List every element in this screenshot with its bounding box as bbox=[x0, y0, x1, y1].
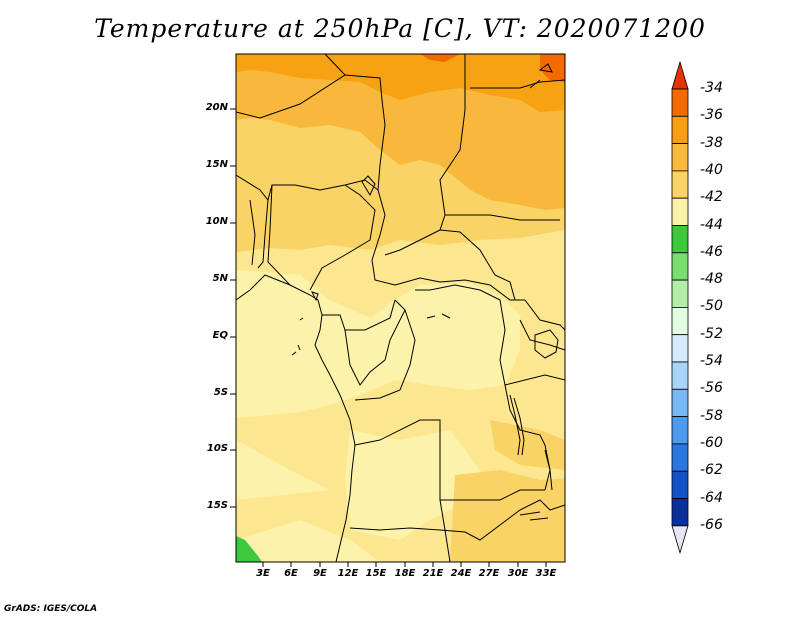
country-borders bbox=[236, 54, 565, 562]
colorbar-swatch bbox=[671, 334, 689, 363]
colorbar-swatch bbox=[671, 361, 689, 390]
colorbar-bottom-arrow bbox=[671, 525, 689, 555]
colorbar-label: -66 bbox=[700, 516, 723, 533]
colorbar-label: -62 bbox=[700, 462, 723, 479]
lat-label: EQ bbox=[212, 330, 228, 341]
lon-label: 3E bbox=[256, 568, 270, 579]
field-minus-34 bbox=[420, 54, 565, 82]
lon-label: 9E bbox=[313, 568, 327, 579]
lat-label: 5S bbox=[213, 387, 228, 398]
colorbar-swatch bbox=[671, 197, 689, 226]
lon-label: 15E bbox=[365, 568, 387, 579]
colorbar-swatch bbox=[671, 88, 689, 117]
lon-label: 6E bbox=[284, 568, 298, 579]
lon-label: 33E bbox=[535, 568, 557, 579]
axis-ticks bbox=[230, 108, 547, 567]
colorbar-swatch bbox=[671, 470, 689, 499]
lon-label: 12E bbox=[337, 568, 359, 579]
colorbar-swatch bbox=[671, 115, 689, 145]
colorbar-swatch bbox=[671, 498, 689, 527]
field-minus-36 bbox=[236, 54, 565, 112]
lon-label: 18E bbox=[394, 568, 416, 579]
colorbar-label: -64 bbox=[700, 489, 723, 506]
colorbar-swatch bbox=[671, 388, 689, 417]
colorbar-label: -56 bbox=[700, 380, 723, 397]
lat-label: 10S bbox=[206, 443, 228, 454]
lat-label: 20N bbox=[205, 102, 228, 113]
lat-label: 15N bbox=[205, 159, 228, 170]
colorbar-label: -36 bbox=[700, 107, 723, 124]
colorbar-swatch bbox=[671, 279, 689, 308]
colorbar-label: -46 bbox=[700, 243, 723, 260]
field-minus-44 bbox=[236, 270, 520, 562]
lat-label: 5N bbox=[212, 273, 228, 284]
colorbar-swatch bbox=[671, 306, 689, 336]
map-title: Temperature at 250hPa [C], VT: 202007120… bbox=[94, 14, 706, 43]
field-minus-46 bbox=[236, 536, 262, 562]
lat-label: 15S bbox=[206, 500, 228, 511]
colorbar-label: -38 bbox=[700, 134, 723, 151]
colorbar-label: -42 bbox=[700, 189, 723, 206]
colorbar-label: -54 bbox=[700, 353, 723, 369]
colorbar-label: -52 bbox=[700, 325, 723, 342]
temperature-field bbox=[236, 54, 565, 562]
map-frame bbox=[235, 53, 566, 563]
lat-label: 10N bbox=[205, 216, 228, 227]
lon-label: 30E bbox=[507, 568, 529, 579]
grads-credit: GrADS: IGES/COLA bbox=[4, 604, 98, 614]
colorbar-label: -34 bbox=[700, 80, 723, 96]
colorbar-swatch bbox=[671, 252, 689, 281]
lon-label: 21E bbox=[422, 568, 444, 579]
colorbar-label: -48 bbox=[700, 271, 723, 288]
lon-label: 24E bbox=[450, 568, 472, 579]
colorbar-top-arrow bbox=[671, 60, 689, 90]
colorbar-swatch bbox=[671, 416, 689, 445]
colorbar bbox=[671, 60, 689, 555]
lon-label: 27E bbox=[478, 568, 500, 579]
colorbar-label: -50 bbox=[700, 298, 723, 315]
colorbar-label: -40 bbox=[700, 161, 723, 178]
colorbar-swatch bbox=[671, 443, 689, 472]
colorbar-swatch bbox=[671, 143, 689, 172]
colorbar-swatch bbox=[671, 225, 689, 254]
colorbar-swatch bbox=[671, 170, 689, 199]
colorbar-label: -60 bbox=[700, 434, 723, 451]
colorbar-label: -44 bbox=[700, 216, 723, 233]
colorbar-label: -58 bbox=[700, 407, 723, 424]
